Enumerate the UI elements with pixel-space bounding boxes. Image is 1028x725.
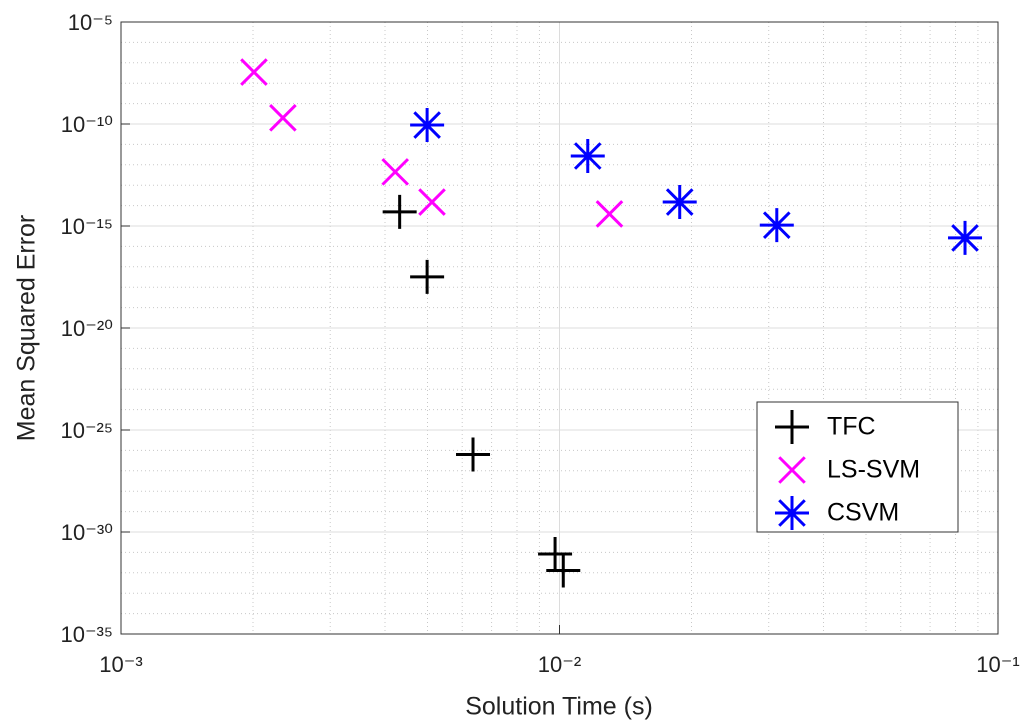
axes-box <box>120 21 999 635</box>
legend-marker <box>775 496 809 530</box>
point <box>418 188 446 216</box>
point <box>410 108 445 143</box>
y-axis-label: Mean Squared Error <box>13 215 41 442</box>
point <box>240 58 268 86</box>
legend-marker <box>775 410 809 444</box>
point <box>948 220 983 255</box>
point <box>759 208 794 243</box>
point <box>269 104 297 132</box>
y-tick-label: 10⁻²⁰ <box>61 316 113 341</box>
point <box>381 158 410 186</box>
y-tick-label: 10⁻¹⁵ <box>60 214 113 239</box>
x-axis-label: Solution Time (s) <box>465 693 653 721</box>
y-tick-label: 10⁻³⁵ <box>60 622 113 647</box>
point <box>570 139 605 173</box>
legend-label: CSVM <box>827 499 899 527</box>
y-tick-label: 10⁻¹⁰ <box>61 112 113 137</box>
x-tick-label: 10⁻³ <box>99 652 142 677</box>
point <box>595 200 624 228</box>
y-tick-label: 10⁻²⁵ <box>60 418 113 443</box>
y-tick-label: 10⁻³⁰ <box>61 520 113 545</box>
point <box>382 194 417 229</box>
point <box>456 437 491 472</box>
legend-label: TFC <box>827 413 876 441</box>
point <box>410 259 445 294</box>
x-tick-label: 10⁻¹ <box>976 652 1019 677</box>
x-tick-label: 10⁻² <box>538 652 581 677</box>
point <box>662 185 697 220</box>
y-tick-label: 10⁻⁵ <box>68 10 113 35</box>
legend-marker <box>778 456 806 484</box>
point <box>546 553 581 588</box>
point <box>538 537 573 572</box>
legend: TFC LS-SVM CSVM <box>756 401 959 533</box>
legend-label: LS-SVM <box>827 456 920 484</box>
